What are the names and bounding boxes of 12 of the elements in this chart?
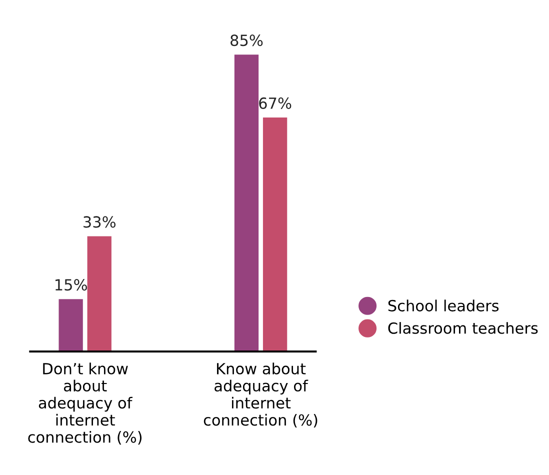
x-tick-label: Don’t know about adequacy of internet connection (%) [28, 362, 142, 445]
bar [58, 299, 83, 352]
data-label: 85% [230, 34, 263, 46]
legend-label: Classroom teachers [388, 322, 538, 334]
bar [262, 117, 288, 352]
bar [87, 236, 112, 352]
data-label: 15% [56, 279, 87, 291]
x-tick-label: Know about adequacy of internet connection (%) [204, 362, 318, 428]
legend-label: School leaders [388, 300, 499, 312]
data-label: 67% [259, 97, 292, 109]
data-label: 33% [84, 216, 116, 228]
bar [234, 54, 259, 352]
